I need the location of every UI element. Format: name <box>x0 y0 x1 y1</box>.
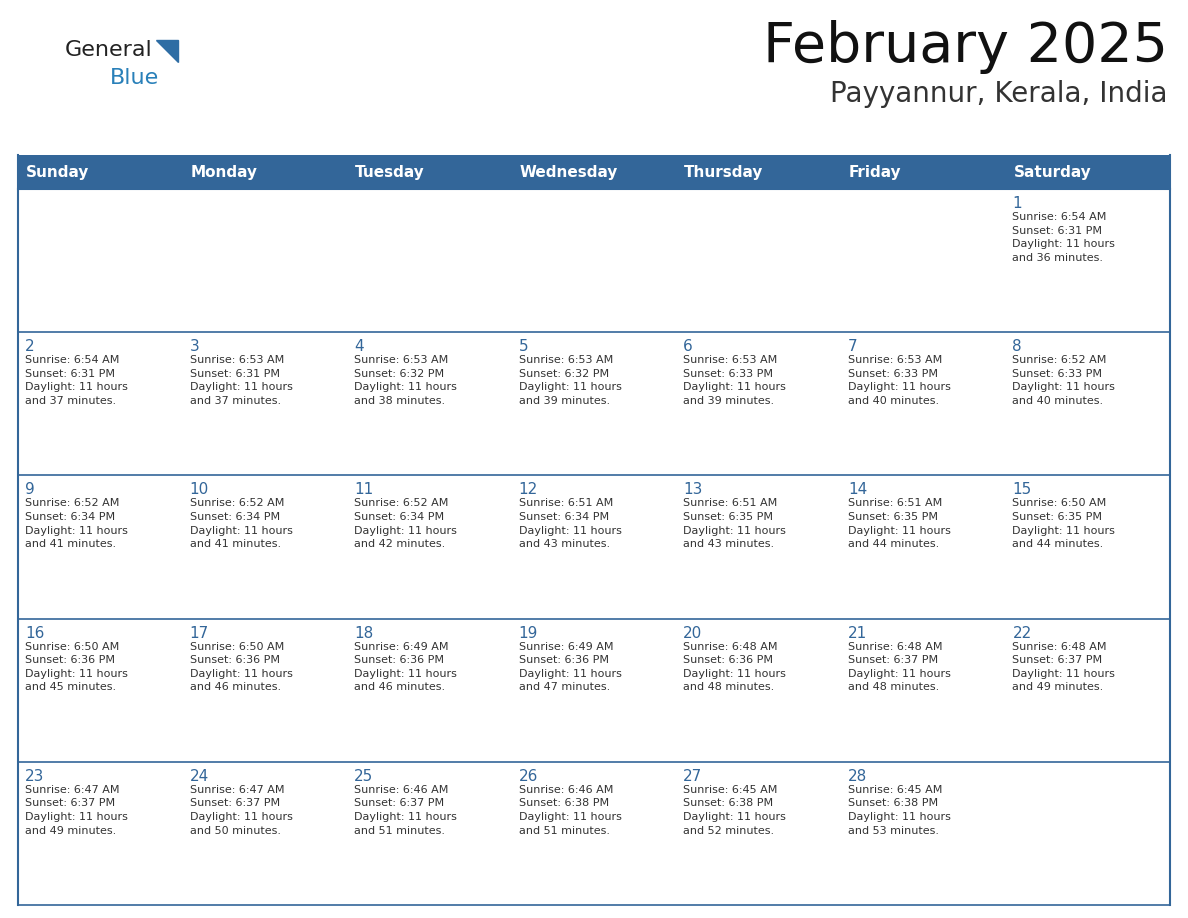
Text: February 2025: February 2025 <box>763 20 1168 74</box>
Text: Sunrise: 6:50 AM
Sunset: 6:35 PM
Daylight: 11 hours
and 44 minutes.: Sunrise: 6:50 AM Sunset: 6:35 PM Dayligh… <box>1012 498 1116 549</box>
Text: Sunrise: 6:52 AM
Sunset: 6:34 PM
Daylight: 11 hours
and 41 minutes.: Sunrise: 6:52 AM Sunset: 6:34 PM Dayligh… <box>190 498 292 549</box>
Text: Wednesday: Wednesday <box>519 164 618 180</box>
Text: 8: 8 <box>1012 339 1022 354</box>
Text: 6: 6 <box>683 339 693 354</box>
Text: Sunrise: 6:51 AM
Sunset: 6:35 PM
Daylight: 11 hours
and 44 minutes.: Sunrise: 6:51 AM Sunset: 6:35 PM Dayligh… <box>848 498 950 549</box>
Text: 25: 25 <box>354 768 373 784</box>
Text: Sunday: Sunday <box>26 164 89 180</box>
Polygon shape <box>156 40 178 62</box>
Text: 3: 3 <box>190 339 200 354</box>
Text: 18: 18 <box>354 625 373 641</box>
Text: Sunrise: 6:50 AM
Sunset: 6:36 PM
Daylight: 11 hours
and 45 minutes.: Sunrise: 6:50 AM Sunset: 6:36 PM Dayligh… <box>25 642 128 692</box>
Text: 9: 9 <box>25 482 34 498</box>
Text: 28: 28 <box>848 768 867 784</box>
Text: Saturday: Saturday <box>1013 164 1092 180</box>
Text: 16: 16 <box>25 625 44 641</box>
Text: Sunrise: 6:53 AM
Sunset: 6:33 PM
Daylight: 11 hours
and 40 minutes.: Sunrise: 6:53 AM Sunset: 6:33 PM Dayligh… <box>848 355 950 406</box>
Text: Thursday: Thursday <box>684 164 764 180</box>
Text: 27: 27 <box>683 768 702 784</box>
Text: Sunrise: 6:54 AM
Sunset: 6:31 PM
Daylight: 11 hours
and 37 minutes.: Sunrise: 6:54 AM Sunset: 6:31 PM Dayligh… <box>25 355 128 406</box>
Text: Monday: Monday <box>190 164 258 180</box>
Text: Sunrise: 6:48 AM
Sunset: 6:37 PM
Daylight: 11 hours
and 49 minutes.: Sunrise: 6:48 AM Sunset: 6:37 PM Dayligh… <box>1012 642 1116 692</box>
Text: 22: 22 <box>1012 625 1031 641</box>
Text: Sunrise: 6:54 AM
Sunset: 6:31 PM
Daylight: 11 hours
and 36 minutes.: Sunrise: 6:54 AM Sunset: 6:31 PM Dayligh… <box>1012 212 1116 263</box>
Text: 10: 10 <box>190 482 209 498</box>
Text: Sunrise: 6:48 AM
Sunset: 6:37 PM
Daylight: 11 hours
and 48 minutes.: Sunrise: 6:48 AM Sunset: 6:37 PM Dayligh… <box>848 642 950 692</box>
Text: Friday: Friday <box>849 164 902 180</box>
Text: 5: 5 <box>519 339 529 354</box>
Text: 20: 20 <box>683 625 702 641</box>
Text: Sunrise: 6:52 AM
Sunset: 6:34 PM
Daylight: 11 hours
and 42 minutes.: Sunrise: 6:52 AM Sunset: 6:34 PM Dayligh… <box>354 498 457 549</box>
Text: 23: 23 <box>25 768 44 784</box>
Text: 17: 17 <box>190 625 209 641</box>
Text: 7: 7 <box>848 339 858 354</box>
Text: Sunrise: 6:47 AM
Sunset: 6:37 PM
Daylight: 11 hours
and 50 minutes.: Sunrise: 6:47 AM Sunset: 6:37 PM Dayligh… <box>190 785 292 835</box>
Text: Sunrise: 6:51 AM
Sunset: 6:35 PM
Daylight: 11 hours
and 43 minutes.: Sunrise: 6:51 AM Sunset: 6:35 PM Dayligh… <box>683 498 786 549</box>
Text: Sunrise: 6:53 AM
Sunset: 6:33 PM
Daylight: 11 hours
and 39 minutes.: Sunrise: 6:53 AM Sunset: 6:33 PM Dayligh… <box>683 355 786 406</box>
Text: Sunrise: 6:45 AM
Sunset: 6:38 PM
Daylight: 11 hours
and 52 minutes.: Sunrise: 6:45 AM Sunset: 6:38 PM Dayligh… <box>683 785 786 835</box>
Text: Sunrise: 6:50 AM
Sunset: 6:36 PM
Daylight: 11 hours
and 46 minutes.: Sunrise: 6:50 AM Sunset: 6:36 PM Dayligh… <box>190 642 292 692</box>
Text: Sunrise: 6:53 AM
Sunset: 6:32 PM
Daylight: 11 hours
and 39 minutes.: Sunrise: 6:53 AM Sunset: 6:32 PM Dayligh… <box>519 355 621 406</box>
Text: 24: 24 <box>190 768 209 784</box>
Bar <box>18 155 1170 189</box>
Text: Sunrise: 6:49 AM
Sunset: 6:36 PM
Daylight: 11 hours
and 47 minutes.: Sunrise: 6:49 AM Sunset: 6:36 PM Dayligh… <box>519 642 621 692</box>
Text: 4: 4 <box>354 339 364 354</box>
Text: Sunrise: 6:47 AM
Sunset: 6:37 PM
Daylight: 11 hours
and 49 minutes.: Sunrise: 6:47 AM Sunset: 6:37 PM Dayligh… <box>25 785 128 835</box>
Text: 2: 2 <box>25 339 34 354</box>
Text: Sunrise: 6:45 AM
Sunset: 6:38 PM
Daylight: 11 hours
and 53 minutes.: Sunrise: 6:45 AM Sunset: 6:38 PM Dayligh… <box>848 785 950 835</box>
Text: 21: 21 <box>848 625 867 641</box>
Text: Sunrise: 6:48 AM
Sunset: 6:36 PM
Daylight: 11 hours
and 48 minutes.: Sunrise: 6:48 AM Sunset: 6:36 PM Dayligh… <box>683 642 786 692</box>
Text: Payyannur, Kerala, India: Payyannur, Kerala, India <box>830 80 1168 108</box>
Text: Sunrise: 6:46 AM
Sunset: 6:37 PM
Daylight: 11 hours
and 51 minutes.: Sunrise: 6:46 AM Sunset: 6:37 PM Dayligh… <box>354 785 457 835</box>
Text: Sunrise: 6:52 AM
Sunset: 6:34 PM
Daylight: 11 hours
and 41 minutes.: Sunrise: 6:52 AM Sunset: 6:34 PM Dayligh… <box>25 498 128 549</box>
Text: General: General <box>65 40 153 60</box>
Text: Blue: Blue <box>110 68 159 88</box>
Text: 26: 26 <box>519 768 538 784</box>
Text: 1: 1 <box>1012 196 1022 211</box>
Text: Sunrise: 6:52 AM
Sunset: 6:33 PM
Daylight: 11 hours
and 40 minutes.: Sunrise: 6:52 AM Sunset: 6:33 PM Dayligh… <box>1012 355 1116 406</box>
Text: 12: 12 <box>519 482 538 498</box>
Text: Sunrise: 6:46 AM
Sunset: 6:38 PM
Daylight: 11 hours
and 51 minutes.: Sunrise: 6:46 AM Sunset: 6:38 PM Dayligh… <box>519 785 621 835</box>
Text: Sunrise: 6:53 AM
Sunset: 6:32 PM
Daylight: 11 hours
and 38 minutes.: Sunrise: 6:53 AM Sunset: 6:32 PM Dayligh… <box>354 355 457 406</box>
Text: 19: 19 <box>519 625 538 641</box>
Text: 13: 13 <box>683 482 702 498</box>
Text: 14: 14 <box>848 482 867 498</box>
Text: 11: 11 <box>354 482 373 498</box>
Text: Sunrise: 6:53 AM
Sunset: 6:31 PM
Daylight: 11 hours
and 37 minutes.: Sunrise: 6:53 AM Sunset: 6:31 PM Dayligh… <box>190 355 292 406</box>
Text: Tuesday: Tuesday <box>355 164 425 180</box>
Text: Sunrise: 6:51 AM
Sunset: 6:34 PM
Daylight: 11 hours
and 43 minutes.: Sunrise: 6:51 AM Sunset: 6:34 PM Dayligh… <box>519 498 621 549</box>
Text: Sunrise: 6:49 AM
Sunset: 6:36 PM
Daylight: 11 hours
and 46 minutes.: Sunrise: 6:49 AM Sunset: 6:36 PM Dayligh… <box>354 642 457 692</box>
Text: 15: 15 <box>1012 482 1031 498</box>
